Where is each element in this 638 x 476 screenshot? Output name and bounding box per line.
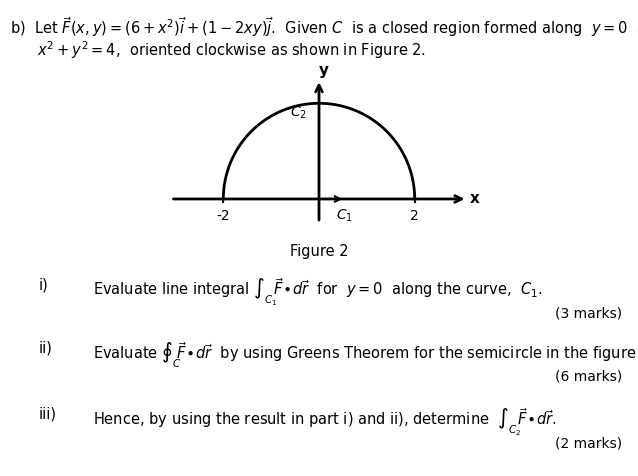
Text: Evaluate line integral $\int_{C_1}\!\vec{F}\!\bullet\! d\vec{r}$  for  $y=0$  al: Evaluate line integral $\int_{C_1}\!\vec… [93, 277, 542, 308]
Text: Hence, by using the result in part i) and ii), determine  $\int_{C_2}\!\vec{F}\!: Hence, by using the result in part i) an… [93, 407, 556, 438]
Text: i): i) [38, 277, 48, 292]
Text: iii): iii) [38, 407, 56, 422]
Text: b)  Let $\vec{F}(x,y)=\left(6+x^2\right)\vec{i}+\left(1-2xy\right)\vec{j}$.  Giv: b) Let $\vec{F}(x,y)=\left(6+x^2\right)\… [10, 15, 638, 39]
Text: $x^2+y^2=4$,  oriented clockwise as shown in Figure 2.: $x^2+y^2=4$, oriented clockwise as shown… [37, 39, 426, 61]
Text: ii): ii) [38, 340, 52, 356]
Text: 2: 2 [410, 208, 419, 223]
Text: $C_2$: $C_2$ [290, 104, 307, 120]
Text: (2 marks): (2 marks) [555, 436, 622, 450]
Text: Evaluate $\oint_{C}\!\vec{F}\!\bullet\! d\vec{r}$  by using Greens Theorem for t: Evaluate $\oint_{C}\!\vec{F}\!\bullet\! … [93, 340, 638, 370]
Text: (6 marks): (6 marks) [555, 370, 622, 384]
Text: y: y [319, 63, 329, 79]
Text: -2: -2 [216, 208, 230, 223]
Text: Figure 2: Figure 2 [290, 244, 348, 259]
Text: $C_1$: $C_1$ [336, 208, 353, 224]
Text: x: x [470, 191, 480, 207]
Text: (3 marks): (3 marks) [555, 307, 622, 320]
